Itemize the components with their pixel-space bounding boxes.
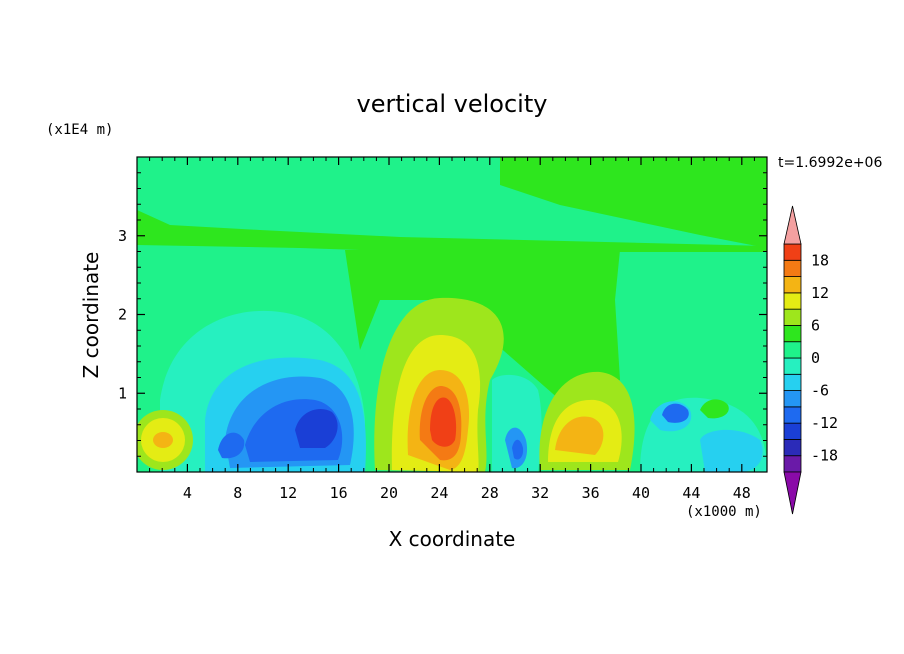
colorbar-swatch	[783, 455, 802, 473]
colorbar-over-arrow	[783, 205, 802, 245]
colorbar-swatch	[783, 373, 802, 391]
colorbar-swatch	[783, 341, 802, 359]
x-tick-label: 12	[279, 484, 297, 502]
y-tick-label: 3	[118, 227, 127, 245]
x-tick-label: 48	[733, 484, 751, 502]
field-cyan-right-low	[700, 429, 763, 472]
colorbar-swatch	[783, 325, 802, 343]
contour-field	[137, 157, 767, 472]
field-blue-small	[218, 432, 245, 459]
x-tick-label: 8	[233, 484, 242, 502]
y-axis-title: Z coordinate	[79, 252, 103, 379]
colorbar-swatch	[783, 243, 802, 261]
y-unit-label: (x1E4 m)	[46, 122, 113, 138]
x-tick-label: 24	[430, 484, 448, 502]
colorbar-swatch	[783, 276, 802, 294]
x-tick-label: 40	[632, 484, 650, 502]
time-label: t=1.6992e+06	[778, 155, 882, 171]
colorbar-swatch	[783, 308, 802, 326]
colorbar-swatch	[783, 357, 802, 375]
colorbar-swatch	[783, 390, 802, 408]
field-updraft-core	[430, 397, 457, 447]
x-tick-label: 20	[380, 484, 398, 502]
x-axis: 4 8 12 16 20 24 28 32 36 40 44 48	[149, 157, 755, 502]
colorbar-under-arrow	[783, 471, 802, 515]
x-tick-label: 4	[183, 484, 192, 502]
field-band-upper	[500, 157, 767, 248]
x-tick-label: 16	[330, 484, 348, 502]
x-tick-label: 28	[481, 484, 499, 502]
colorbar-tick-label: -18	[811, 447, 838, 465]
x-tick-label: 36	[582, 484, 600, 502]
field-band-middle	[137, 210, 767, 252]
y-axis: 1 2 3	[118, 172, 767, 457]
colorbar-tick-label: 12	[811, 284, 829, 302]
x-unit-label: (x1000 m)	[686, 504, 762, 520]
field-cell-left-core	[153, 432, 173, 448]
chart-title: vertical velocity	[357, 90, 548, 118]
colorbar-swatch	[783, 439, 802, 457]
colorbar-swatch	[783, 292, 802, 310]
colorbar-tick-label: 18	[811, 251, 829, 269]
colorbar-tick-label: -12	[811, 414, 838, 432]
x-tick-label: 44	[682, 484, 700, 502]
field-cell-right-core	[555, 416, 604, 455]
colorbar-tick-label: 0	[811, 349, 820, 367]
colorbar-swatch	[783, 259, 802, 277]
field-green-right	[700, 399, 729, 419]
field-blue-left-peak	[295, 409, 338, 448]
x-tick-label: 32	[531, 484, 549, 502]
y-tick-label: 2	[118, 306, 127, 324]
colorbar-tick-label: 6	[811, 316, 820, 334]
x-axis-title: X coordinate	[389, 527, 516, 551]
field-blue-right	[662, 403, 689, 423]
colorbar: 18 12 6 0 -6 -12 -18	[783, 205, 838, 515]
y-tick-label: 1	[118, 384, 127, 402]
field-blue-mid-core	[512, 439, 524, 460]
colorbar-tick-label: -6	[811, 382, 829, 400]
field-cyan-mid	[492, 374, 542, 472]
colorbar-swatch	[783, 406, 802, 424]
colorbar-swatch	[783, 422, 802, 440]
